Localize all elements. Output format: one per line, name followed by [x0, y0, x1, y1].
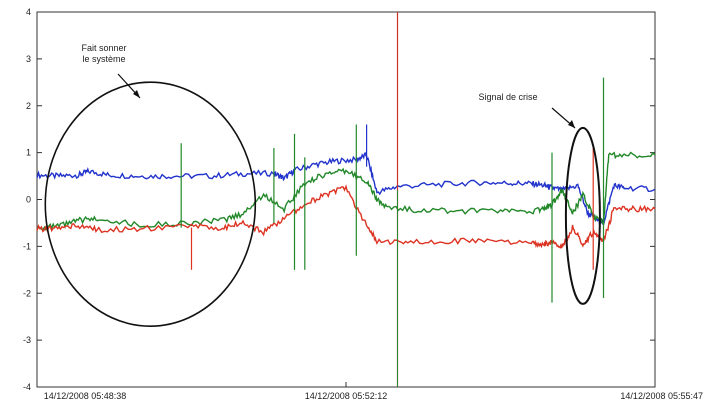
x-axis: 14/12/2008 05:48:38 14/12/2008 05:52:12 14… [36, 382, 703, 401]
x-tick-label: 14/12/2008 05:55:47 [620, 391, 703, 401]
plot-area [36, 11, 656, 388]
x-tick-label: 14/12/2008 05:52:12 [305, 391, 388, 401]
y-tick-label: -2 [23, 288, 31, 298]
annotation-ellipse-left [44, 81, 257, 327]
y-tick-label: -4 [23, 382, 31, 392]
annotation-text: Signal de crise [478, 92, 537, 102]
y-axis: -4 -3 -2 -1 0 1 2 3 4 [23, 7, 655, 392]
arrow-head-right [568, 120, 575, 128]
annotation-ellipse-right [564, 126, 601, 305]
series-line-red [36, 184, 656, 250]
y-tick-label: -3 [23, 335, 31, 345]
x-tick-label: 14/12/2008 05:48:38 [44, 391, 127, 401]
y-tick-label: 4 [26, 7, 31, 17]
y-tick-label: 2 [26, 101, 31, 111]
series-line-blue [36, 151, 656, 226]
y-tick-label: -1 [23, 241, 31, 251]
arrow-head-left [133, 90, 140, 98]
annotation-text: Fait sonner [81, 43, 126, 53]
y-tick-label: 1 [26, 148, 31, 158]
annotation-text: le système [82, 54, 125, 64]
series-layer [36, 12, 656, 387]
y-tick-label: 0 [26, 195, 31, 205]
series-line-green [36, 151, 656, 231]
y-tick-label: 3 [26, 54, 31, 64]
